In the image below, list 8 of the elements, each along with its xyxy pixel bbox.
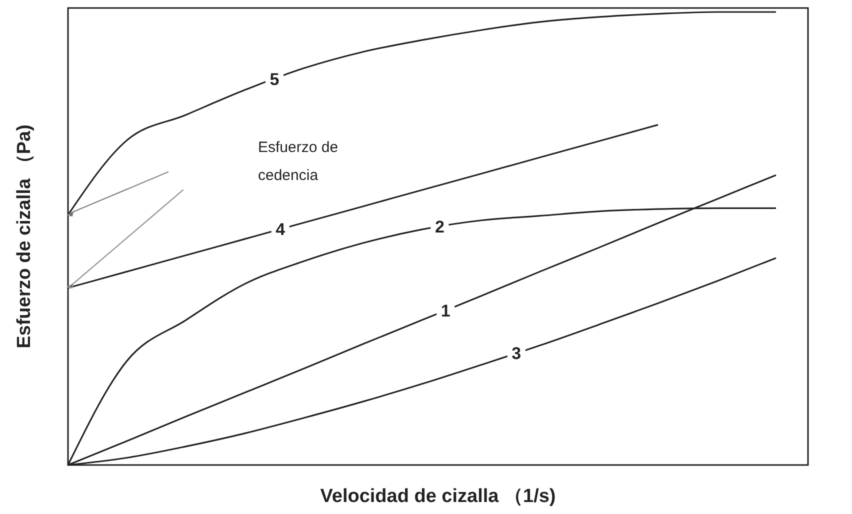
series-label: 5	[270, 70, 280, 90]
annotation: Esfuerzo de cedencia	[258, 139, 338, 184]
series-label: 2	[434, 218, 444, 237]
series-label: 4	[276, 220, 286, 240]
series-label: 1	[440, 301, 450, 320]
series-label: 3	[512, 344, 522, 364]
y-axis-title: Esfuerzo de cizalla （Pa)	[14, 124, 35, 348]
x-axis-title: Velocidad de cizalla （1/s)	[320, 486, 556, 507]
